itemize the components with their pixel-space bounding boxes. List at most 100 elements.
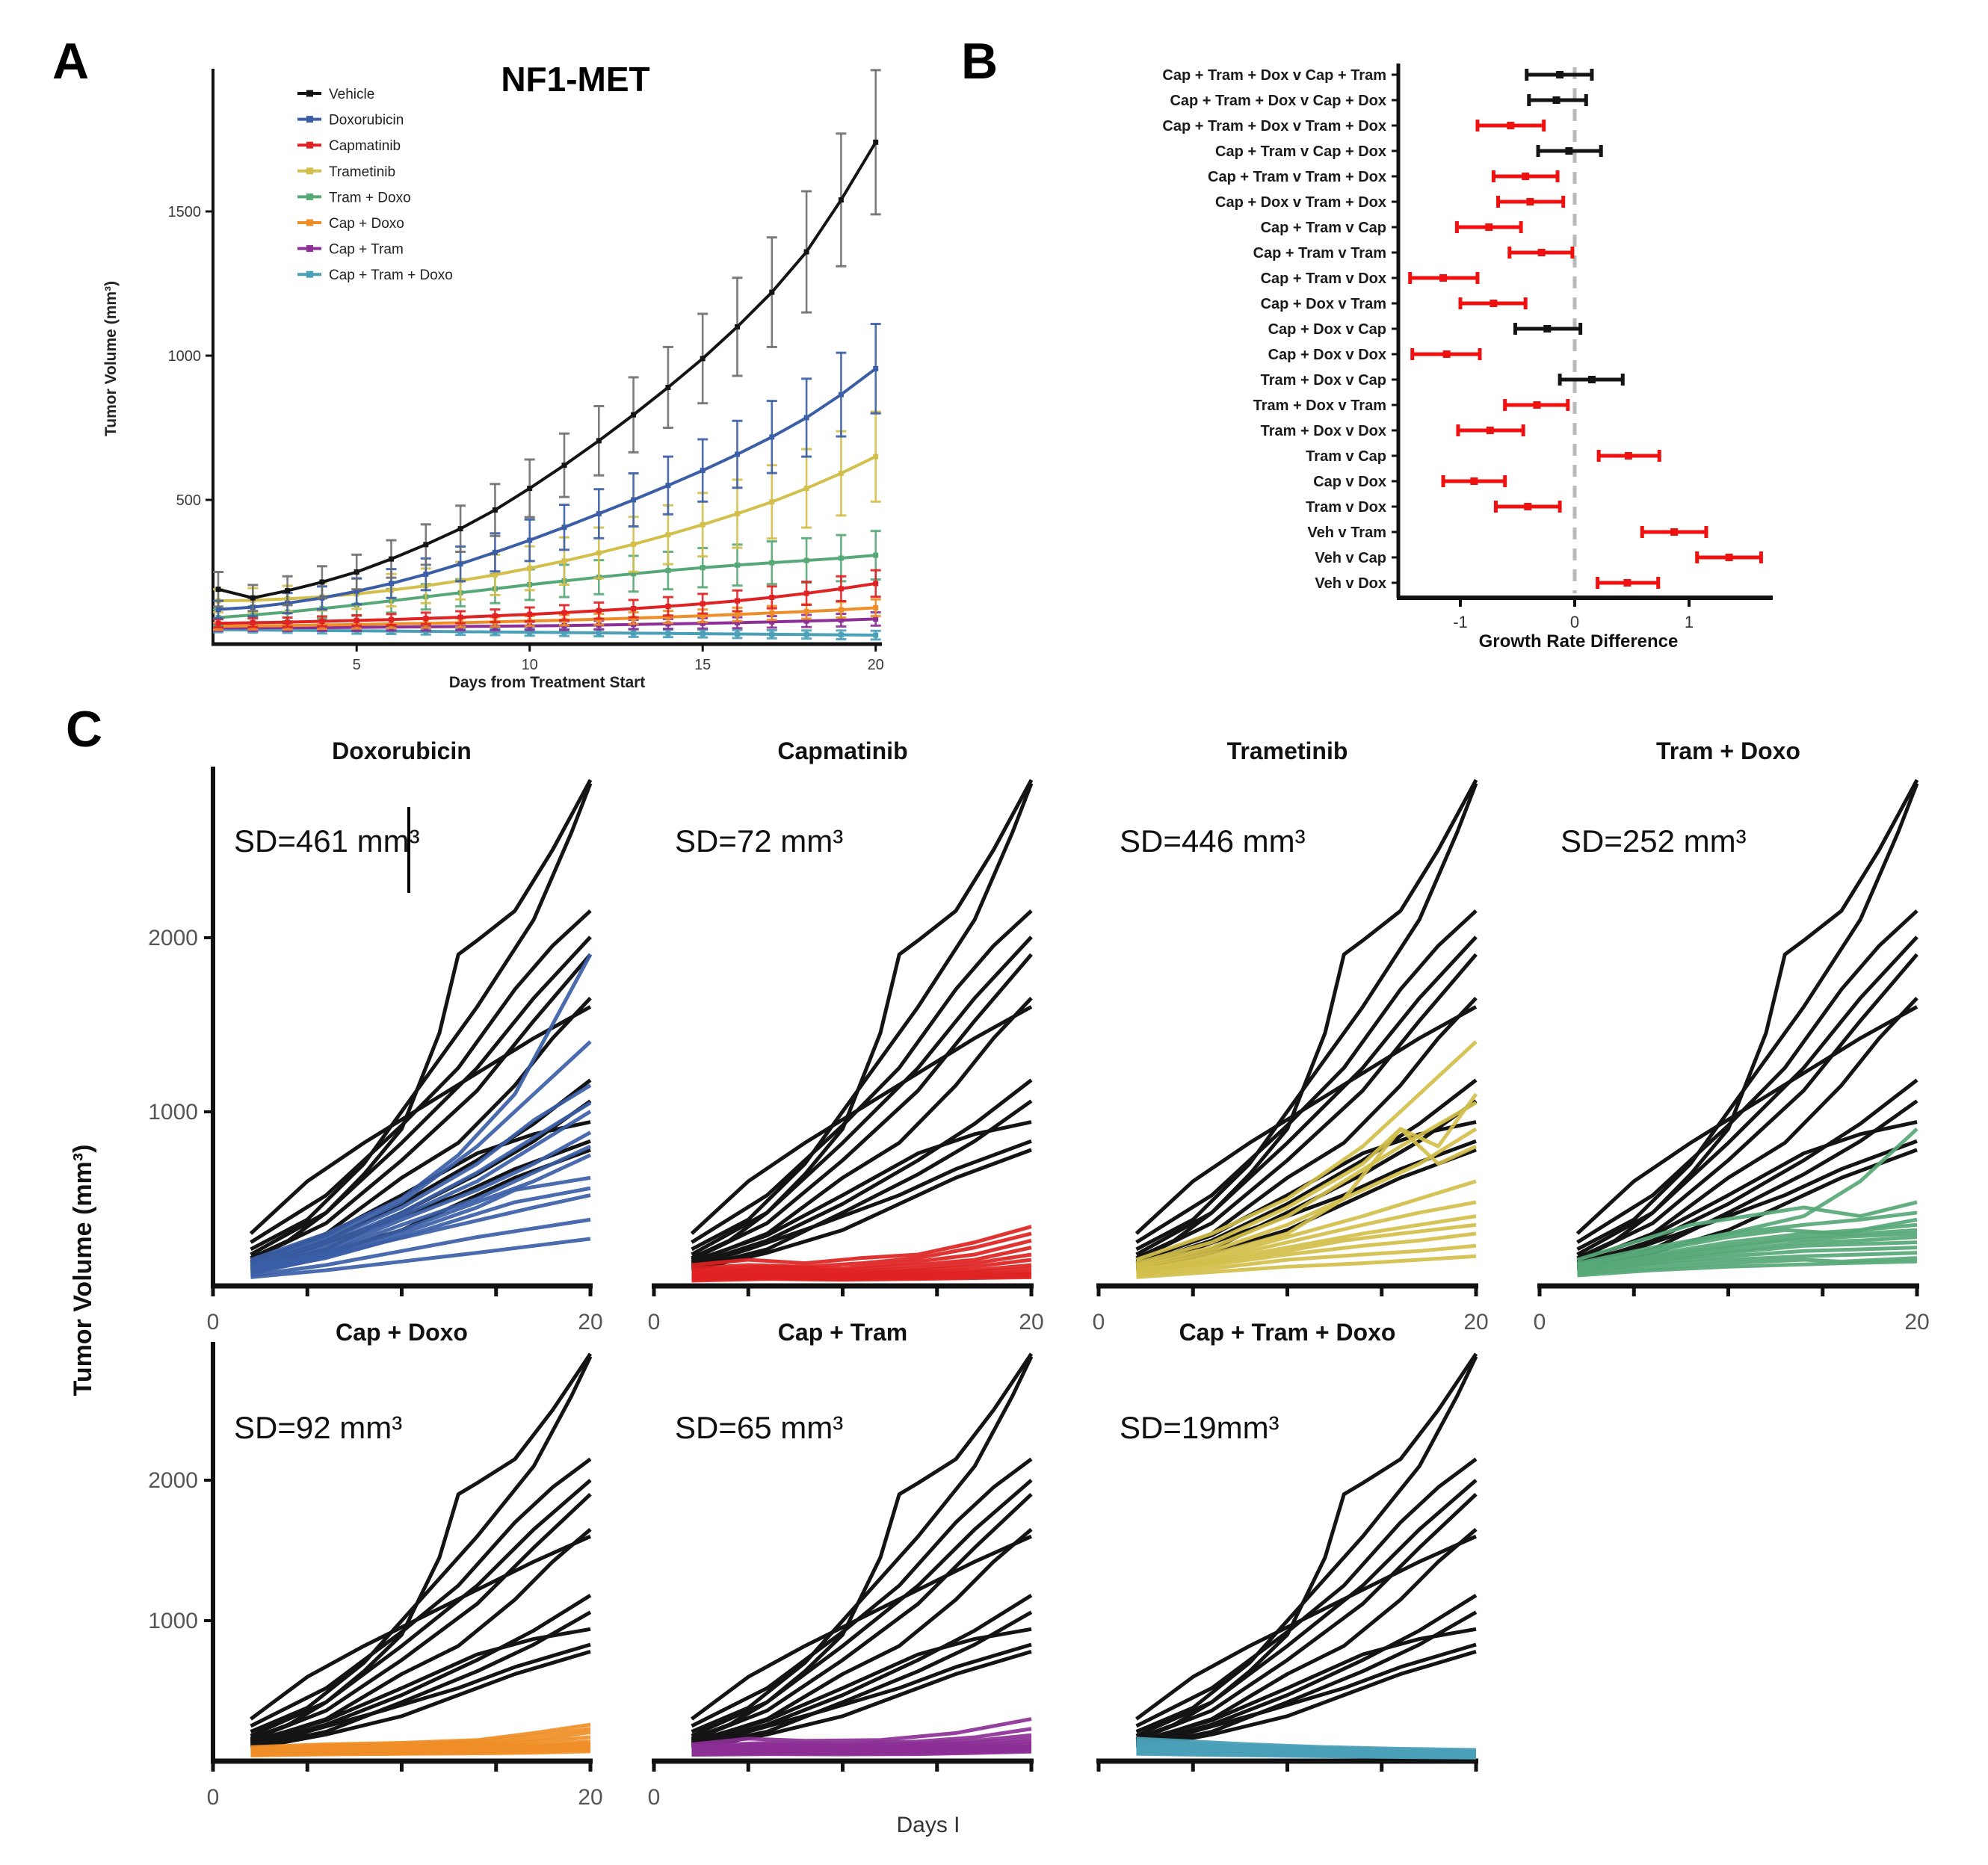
comparison-label: Tram + Dox v Dox (1261, 423, 1386, 439)
comparison-label: Cap + Tram + Dox v Tram + Dox (1162, 118, 1386, 134)
vehicle-tumor-line (691, 1139, 1032, 1269)
subplot-x-tick-label: 0 (1093, 1310, 1105, 1334)
series-point (769, 619, 775, 625)
series-point (700, 613, 706, 619)
subplot-lines (1135, 1352, 1478, 1760)
series-point (700, 631, 706, 637)
subplot-x-tick-label: 0 (207, 1785, 220, 1810)
vehicle-tumor-line (691, 1078, 1033, 1267)
comparison-label: Veh v Tram (1307, 525, 1386, 541)
series-point (665, 631, 671, 637)
vehicle-tumor-line (1135, 1627, 1477, 1744)
point-estimate (1537, 249, 1546, 256)
vehicle-tumor-line (250, 1534, 592, 1721)
series-point (803, 249, 809, 255)
series-line (217, 367, 877, 611)
treatment-tumor-line (1135, 1127, 1478, 1269)
subplot-x-tick-label: 0 (648, 1310, 661, 1334)
series-point (631, 630, 637, 636)
vehicle-tumor-line (691, 935, 1033, 1257)
legend-marker-point (306, 270, 313, 278)
vehicle-tumor-line (691, 1534, 1033, 1721)
series-point (319, 619, 325, 625)
vehicle-tumor-line (691, 1492, 1033, 1742)
vehicle-tumor-line (1576, 909, 1918, 1244)
series-point (665, 483, 671, 489)
vehicle-tumor-line (250, 1642, 591, 1748)
vehicle-tumor-line (691, 1355, 1034, 1733)
subplot-lines (690, 779, 1034, 1283)
vehicle-tumor-line (250, 1355, 593, 1733)
vehicle-tumor-line (1576, 779, 1919, 1260)
comparison-label: Cap + Tram v Tram + Dox (1208, 169, 1386, 185)
series-point (735, 598, 740, 604)
legend-marker-point (306, 141, 313, 149)
forest-row: Cap + Dox v Dox (1268, 347, 1482, 363)
series-point (492, 629, 498, 635)
series-point (319, 579, 325, 585)
forest-row: Cap + Tram v Dox (1261, 270, 1480, 287)
vehicle-tumor-line (691, 1120, 1032, 1264)
panel-b-x-tick-label: 1 (1685, 613, 1694, 631)
series-point (838, 555, 844, 561)
series-point (735, 619, 740, 625)
series-point (769, 560, 775, 566)
vehicle-tumor-line (691, 1627, 1032, 1744)
forest-row: Cap + Dox v Tram + Dox (1215, 194, 1566, 211)
series-point (838, 632, 844, 638)
forest-row: Cap + Dox v Tram (1261, 296, 1528, 312)
comparison-label: Cap + Tram v Dox (1261, 270, 1386, 287)
series-point (803, 415, 809, 421)
panel-c-y-axis-label: Tumor Volume (mm³) (69, 1145, 97, 1397)
point-estimate (1565, 147, 1573, 155)
vehicle-tumor-line (691, 1649, 1032, 1751)
forest-row: Cap + Tram v Tram + Dox (1208, 169, 1560, 185)
series-point (631, 571, 637, 577)
point-estimate (1725, 554, 1733, 561)
vehicle-tumor-line (691, 1148, 1032, 1272)
forest-row: Cap + Tram v Tram (1253, 245, 1575, 262)
series-point (596, 511, 602, 517)
vehicle-tumor-line (1135, 1534, 1478, 1721)
series-point (665, 603, 671, 609)
series-point (769, 610, 775, 616)
forest-row: Veh v Tram (1307, 525, 1708, 541)
panel-b-letter: B (961, 33, 998, 90)
series-point (527, 629, 533, 635)
series-point (873, 604, 879, 610)
vehicle-tumor-line (1135, 1355, 1478, 1733)
series-point (561, 630, 567, 636)
subplot-cap-doxo: Cap + Doxo SD=92 mm³ 0 20 2000 1000 (148, 1319, 602, 1810)
forest-row: Cap + Tram v Cap (1261, 220, 1523, 236)
subplot-capmatinib: Capmatinib SD=72 mm³ 0 20 (648, 737, 1044, 1334)
forest-row: Cap + Tram + Dox v Cap + Tram (1162, 67, 1594, 84)
treatment-tumor-line (1576, 1200, 1918, 1262)
legend-marker-point (306, 193, 313, 200)
point-estimate (1470, 477, 1478, 485)
series-line (217, 554, 876, 619)
series-point (735, 611, 740, 617)
subplot-lines (1135, 779, 1478, 1279)
comparison-label: Cap + Tram + Dox v Cap + Dox (1170, 93, 1386, 109)
subplot-x-tick-label: 20 (1463, 1310, 1488, 1334)
series-point (873, 552, 879, 558)
subplot-lines (1575, 779, 1919, 1278)
vehicle-tumor-line (250, 1479, 592, 1738)
comparison-label: Cap + Dox v Cap (1268, 321, 1386, 338)
legend-item: Cap + Tram (297, 242, 404, 258)
series-point (596, 550, 602, 556)
point-estimate (1623, 579, 1632, 587)
vehicle-tumor-line (1576, 953, 1918, 1262)
legend-marker-point (306, 167, 313, 175)
series-point (285, 619, 291, 625)
series-point (631, 412, 637, 418)
series-point (769, 631, 775, 637)
subplot-title: Cap + Doxo (336, 1319, 468, 1346)
series-line (217, 628, 876, 637)
point-estimate (1507, 122, 1515, 129)
vehicle-tumor-line (250, 953, 592, 1262)
subplot-title: Cap + Tram + Doxo (1179, 1319, 1396, 1346)
point-estimate (1543, 325, 1552, 333)
